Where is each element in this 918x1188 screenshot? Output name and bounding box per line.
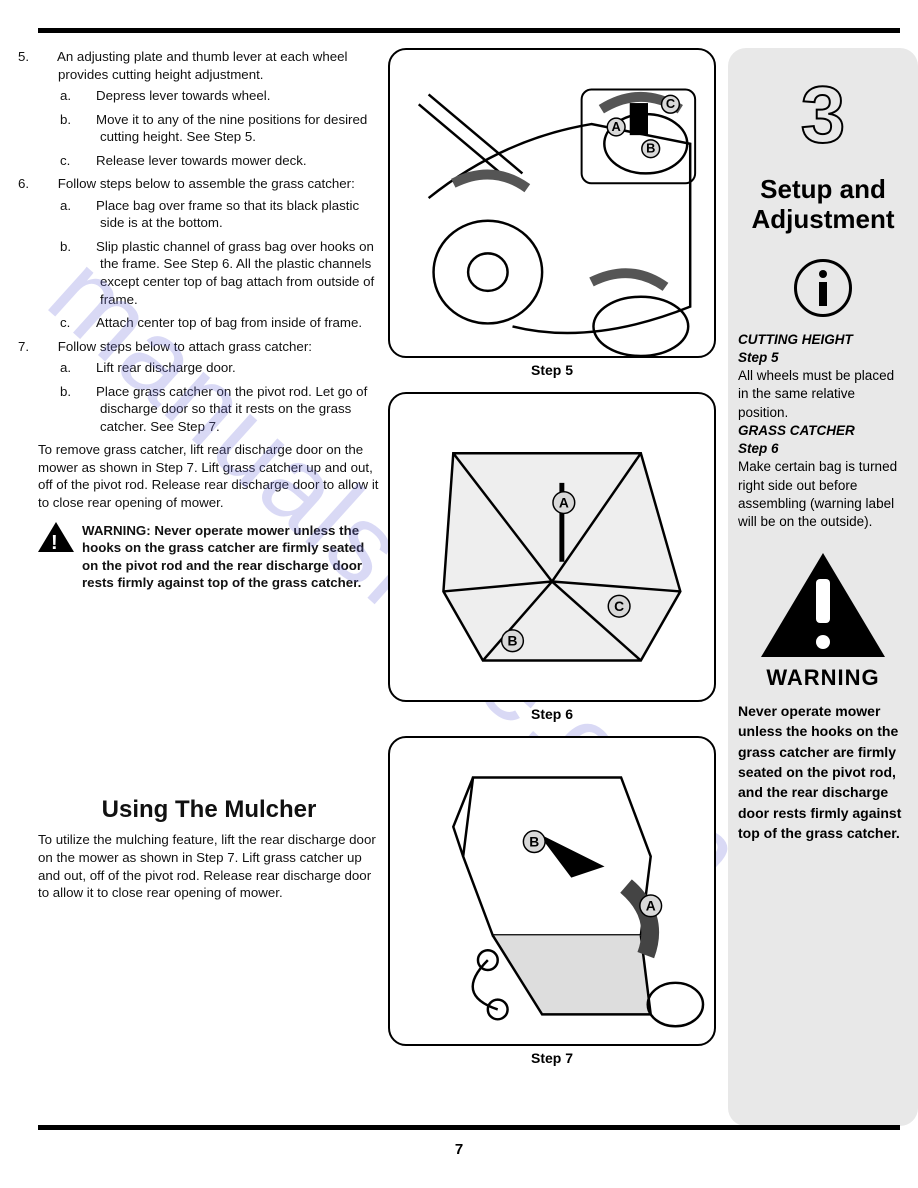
title-line: Setup and bbox=[760, 174, 886, 204]
callout-label: B bbox=[508, 633, 518, 649]
content-row: 5. An adjusting plate and thumb lever at… bbox=[0, 28, 918, 1126]
bottom-rule bbox=[38, 1125, 900, 1130]
paragraph: To utilize the mulching feature, lift th… bbox=[38, 831, 380, 901]
item-text: Attach center top of bag from inside of … bbox=[96, 315, 362, 330]
callout-label: B bbox=[646, 141, 655, 156]
figure-illustration: A B bbox=[390, 738, 714, 1044]
item-text: Place bag over frame so that its black p… bbox=[96, 198, 359, 231]
figure-step6: A B C bbox=[388, 392, 716, 702]
inline-warning: WARNING: Never operate mower unless the … bbox=[38, 522, 380, 592]
figure-caption: Step 5 bbox=[388, 362, 716, 378]
note-body: All wheels must be placed in the same re… bbox=[738, 368, 894, 419]
title-line: Adjustment bbox=[752, 204, 895, 234]
list-item: b.Slip plastic channel of grass bag over… bbox=[80, 238, 380, 308]
item-number: 7. bbox=[38, 338, 54, 356]
svg-text:3: 3 bbox=[801, 70, 846, 159]
figure-caption: Step 7 bbox=[388, 1050, 716, 1066]
note-subheading: Step 5 bbox=[738, 350, 779, 365]
item-text: Place grass catcher on the pivot rod. Le… bbox=[96, 384, 367, 434]
list-item: c.Release lever towards mower deck. bbox=[80, 152, 380, 170]
list-item: a.Place bag over frame so that its black… bbox=[80, 197, 380, 232]
item-text: Release lever towards mower deck. bbox=[96, 153, 307, 168]
item-text: Slip plastic channel of grass bag over h… bbox=[96, 239, 374, 307]
sublist: a.Place bag over frame so that its black… bbox=[58, 197, 380, 332]
figure-step5: A B C bbox=[388, 48, 716, 358]
item-text: Lift rear discharge door. bbox=[96, 360, 236, 375]
section-heading: Using The Mulcher bbox=[38, 794, 380, 826]
item-number: b. bbox=[80, 238, 96, 256]
list-item: b.Move it to any of the nine positions f… bbox=[80, 111, 380, 146]
list-item: b.Place grass catcher on the pivot rod. … bbox=[80, 383, 380, 436]
item-text: Follow steps below to assemble the grass… bbox=[58, 176, 355, 191]
instruction-list: 5. An adjusting plate and thumb lever at… bbox=[38, 48, 380, 435]
info-icon bbox=[794, 259, 852, 317]
note-subheading: Step 6 bbox=[738, 441, 779, 456]
item-number: c. bbox=[80, 152, 96, 170]
list-item: 5. An adjusting plate and thumb lever at… bbox=[38, 48, 380, 169]
callout-label: C bbox=[666, 96, 675, 111]
callout-label: A bbox=[559, 495, 569, 511]
chapter-number: 3 bbox=[738, 70, 908, 165]
warning-label: WARNING bbox=[738, 665, 908, 691]
item-text: Depress lever towards wheel. bbox=[96, 88, 270, 103]
figure-illustration: A B C bbox=[390, 50, 714, 356]
top-rule bbox=[38, 28, 900, 33]
warning-text: WARNING: Never operate mower unless the … bbox=[82, 522, 380, 592]
item-number: a. bbox=[80, 359, 96, 377]
page: manualshive.com 5. An adjusting plate an… bbox=[0, 0, 918, 1188]
item-number: a. bbox=[80, 197, 96, 215]
callout-label: A bbox=[612, 119, 621, 134]
item-text: An adjusting plate and thumb lever at ea… bbox=[57, 49, 348, 82]
sidebar-column: 3 Setup and Adjustment CUTTING HEIGHT St… bbox=[728, 48, 918, 1126]
list-item: a.Lift rear discharge door. bbox=[80, 359, 380, 377]
sidebar-note: CUTTING HEIGHT Step 5 All wheels must be… bbox=[738, 331, 908, 531]
list-item: 6. Follow steps below to assemble the gr… bbox=[38, 175, 380, 331]
item-number: c. bbox=[80, 314, 96, 332]
note-heading: GRASS CATCHER bbox=[738, 423, 855, 438]
paragraph: To remove grass catcher, lift rear disch… bbox=[38, 441, 380, 511]
sublist: a.Lift rear discharge door. b.Place gras… bbox=[58, 359, 380, 435]
sidebar-title: Setup and Adjustment bbox=[738, 175, 908, 235]
note-heading: CUTTING HEIGHT bbox=[738, 332, 853, 347]
item-number: 6. bbox=[38, 175, 54, 193]
page-number: 7 bbox=[0, 1141, 918, 1158]
item-text: Follow steps below to attach grass catch… bbox=[58, 339, 312, 354]
item-number: b. bbox=[80, 111, 96, 129]
warning-body: Never operate mower unless the hooks on … bbox=[738, 701, 908, 843]
figure-illustration: A B C bbox=[390, 394, 714, 700]
text-column: 5. An adjusting plate and thumb lever at… bbox=[38, 48, 380, 1126]
item-text: Move it to any of the nine positions for… bbox=[96, 112, 367, 145]
figure-step7: A B bbox=[388, 736, 716, 1046]
sublist: a.Depress lever towards wheel. b.Move it… bbox=[58, 87, 380, 169]
figures-column: A B C Step 5 bbox=[380, 48, 724, 1126]
list-item: 7. Follow steps below to attach grass ca… bbox=[38, 338, 380, 436]
note-body: Make certain bag is turned right side ou… bbox=[738, 459, 897, 529]
figure-caption: Step 6 bbox=[388, 706, 716, 722]
item-number: b. bbox=[80, 383, 96, 401]
callout-label: C bbox=[614, 598, 624, 614]
callout-label: A bbox=[646, 898, 656, 914]
callout-label: B bbox=[529, 834, 539, 850]
sidebar: 3 Setup and Adjustment CUTTING HEIGHT St… bbox=[728, 48, 918, 1126]
warning-icon bbox=[38, 522, 74, 552]
item-number: 5. bbox=[38, 48, 54, 66]
item-number: a. bbox=[80, 87, 96, 105]
list-item: c.Attach center top of bag from inside o… bbox=[80, 314, 380, 332]
list-item: a.Depress lever towards wheel. bbox=[80, 87, 380, 105]
